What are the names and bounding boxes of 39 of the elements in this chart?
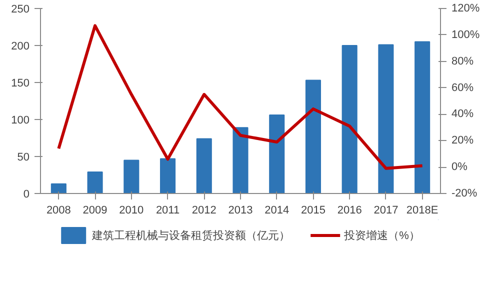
bar <box>305 80 321 194</box>
x-tick-label: 2011 <box>156 204 180 216</box>
legend-label: 建筑工程机械与设备租赁投资额（亿元） <box>92 228 290 242</box>
bar <box>87 172 103 194</box>
x-tick-label: 2016 <box>337 204 362 216</box>
x-tick-label: 2013 <box>228 204 253 216</box>
x-tick-label: 2010 <box>119 204 144 216</box>
y-tick-label: 0 <box>23 188 30 200</box>
y-tick-label: 50 <box>17 152 30 164</box>
x-tick-label: 2017 <box>374 204 398 216</box>
bar <box>378 44 394 194</box>
y2-tick-label: 80% <box>452 55 474 68</box>
y2-tick-label: 100% <box>452 28 480 41</box>
y2-tick-label: 120% <box>452 2 480 14</box>
bar <box>342 45 358 194</box>
bar <box>160 158 176 194</box>
x-tick-label: 2018E <box>406 204 438 216</box>
bar <box>124 160 140 194</box>
bar <box>50 183 66 194</box>
bar <box>269 114 285 194</box>
y2-tick-label: 0% <box>452 161 468 174</box>
x-tick-label: 2015 <box>300 204 326 216</box>
y-tick-label: 200 <box>11 40 30 52</box>
y-tick-label: 150 <box>11 78 30 90</box>
x-tick-label: 2008 <box>46 204 71 216</box>
y2-tick-label: 20% <box>452 134 474 147</box>
y2-tick-label: 40% <box>452 108 474 120</box>
y2-tick-label: 60% <box>452 82 474 94</box>
bar <box>414 41 430 194</box>
y2-tick-label: -20% <box>452 188 478 200</box>
bar <box>196 138 212 194</box>
bar <box>232 127 248 194</box>
x-tick-label: 2009 <box>82 204 108 216</box>
x-tick-label: 2012 <box>192 204 216 216</box>
x-tick-label: 2014 <box>264 204 290 216</box>
legend-label: 投资增速（%） <box>344 228 420 242</box>
y-tick-label: 250 <box>11 4 30 16</box>
y-tick-label: 100 <box>11 114 30 126</box>
line-series <box>57 24 424 170</box>
